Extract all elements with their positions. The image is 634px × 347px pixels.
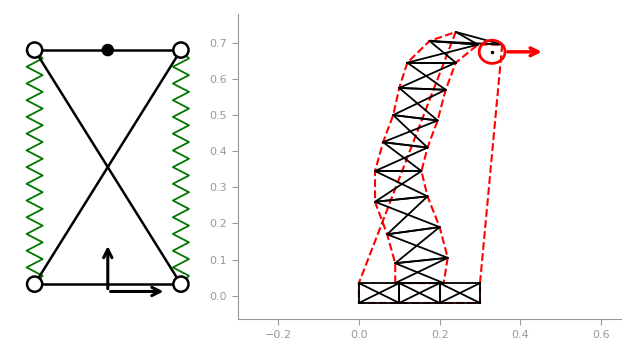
Circle shape <box>173 42 188 58</box>
Circle shape <box>102 44 113 56</box>
Circle shape <box>27 277 42 292</box>
Circle shape <box>173 277 188 292</box>
Circle shape <box>27 42 42 58</box>
